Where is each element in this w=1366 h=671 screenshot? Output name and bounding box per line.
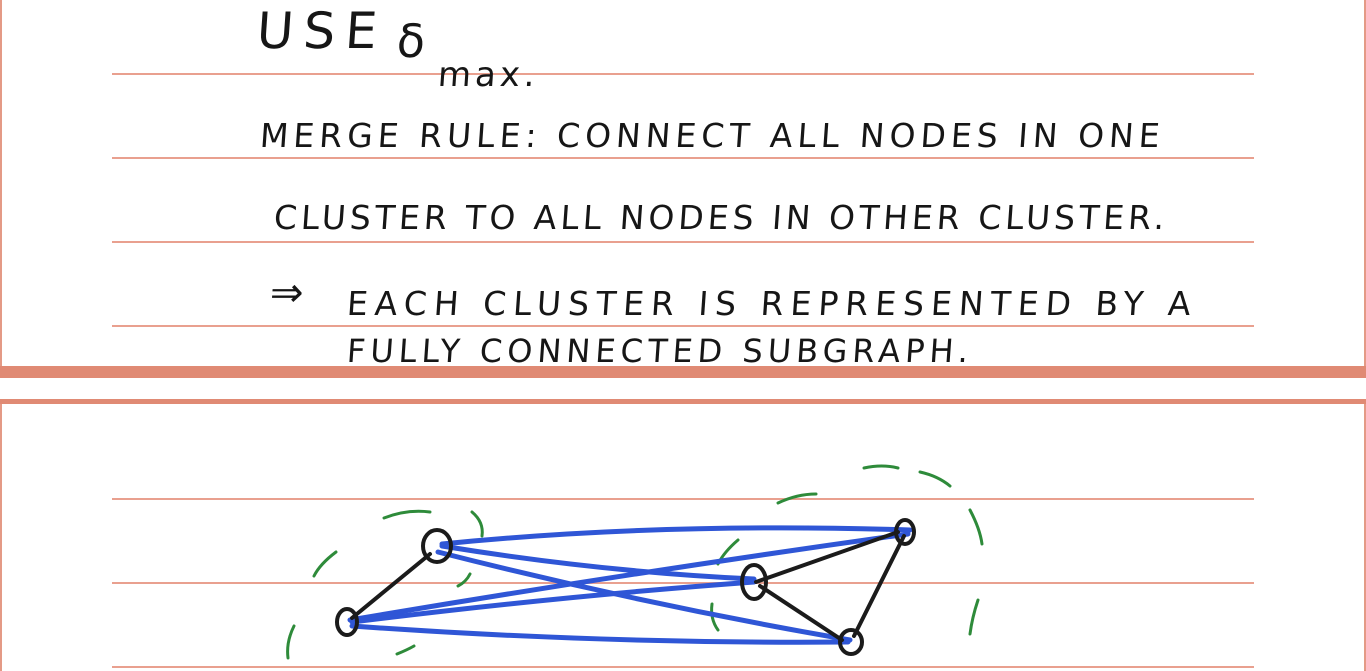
graph-node [335,607,359,637]
cluster-outline-right [776,492,818,505]
notecard-top: USE δ max. MERGE RULE: CONNECT ALL NODES… [0,0,1366,372]
edge-black [350,552,432,620]
handwritten-delta: δ [395,14,434,68]
edge-black [754,530,900,584]
edge-blue [349,579,757,625]
ruled-line [112,325,1254,327]
edge-black [758,584,844,642]
handwritten-each-cluster: EACH CLUSTER IS REPRESENTED BY A [345,284,1199,323]
cluster-outlines [286,464,984,660]
graph-node [740,563,768,601]
ruled-line [112,666,1254,668]
handwritten-merge-rule: MERGE RULE: CONNECT ALL NODES IN ONE [258,116,1167,155]
cluster-outline-left [286,624,296,660]
edge-blue [439,525,913,547]
cluster-outline-right [968,598,980,636]
cluster-outline-right [862,464,900,470]
cluster-graph-drawing [286,464,984,660]
graph-nodes [335,518,916,656]
implies-arrow-icon: ⇒ [268,270,306,316]
cluster-outline-left [395,644,416,656]
handwritten-max-subscript: max. [436,55,541,95]
graph-node [421,528,453,564]
cluster-outline-left [456,572,472,588]
cluster-outline-left [312,550,338,578]
edge-blue [435,549,853,643]
ruled-line [112,241,1254,243]
edge-blue [439,543,757,582]
edge-blue [349,623,851,645]
ruled-line [112,582,1254,584]
card-gap [0,378,1366,399]
edge-blue [347,531,911,623]
cluster-outline-right [710,602,720,632]
intra-cluster-edges [350,530,906,642]
notecard-bottom [0,404,1366,671]
edge-black [852,534,906,638]
ruled-line [112,73,1254,75]
card-edge [0,366,1366,378]
cluster-outline-right [918,470,952,488]
handwritten-fully-connected: FULLY CONNECTED SUBGRAPH. [345,332,975,370]
graph-node [838,628,864,656]
inter-cluster-edges [347,525,913,645]
cluster-outline-left [382,509,432,520]
handwritten-cluster-line: CLUSTER TO ALL NODES IN OTHER CLUSTER. [272,198,1170,237]
graph-node [894,518,916,546]
cluster-outline-right [968,508,984,546]
handwritten-use: USE [254,2,389,60]
ruled-line [112,157,1254,159]
cluster-outline-left [470,510,484,538]
ruled-line [112,498,1254,500]
